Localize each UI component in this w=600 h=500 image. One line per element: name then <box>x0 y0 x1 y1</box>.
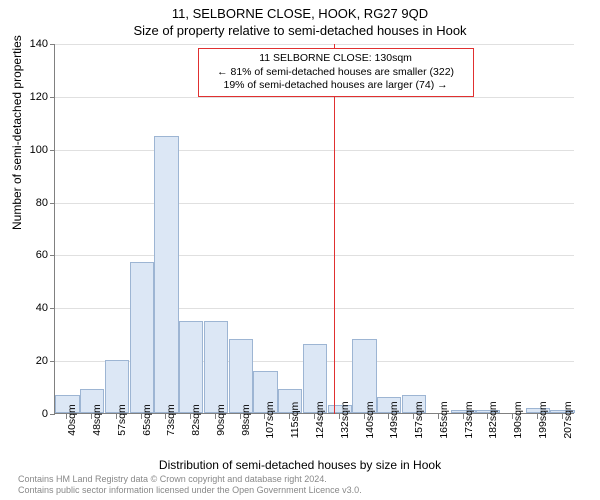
x-tick-label: 98sqm <box>240 404 252 436</box>
y-tick-mark <box>50 361 55 362</box>
y-tick-mark <box>50 97 55 98</box>
y-tick-label: 20 <box>18 355 48 367</box>
x-tick-label: 173sqm <box>463 401 475 438</box>
footnote-line1: Contains HM Land Registry data © Crown c… <box>18 474 362 485</box>
y-tick-mark <box>50 414 55 415</box>
histogram-bar <box>130 262 154 413</box>
y-tick-mark <box>50 308 55 309</box>
chart-area: 020406080100120140 40sqm48sqm57sqm65sqm7… <box>54 44 574 414</box>
histogram-bar <box>229 339 253 413</box>
x-tick-label: 165sqm <box>438 401 450 438</box>
page-title-address: 11, SELBORNE CLOSE, HOOK, RG27 9QD <box>0 0 600 21</box>
x-tick-label: 57sqm <box>116 404 128 436</box>
x-tick-label: 157sqm <box>413 401 425 438</box>
y-tick-label: 120 <box>18 91 48 103</box>
x-tick-label: 207sqm <box>562 401 574 438</box>
footnote-line2: Contains public sector information licen… <box>18 485 362 496</box>
y-tick-label: 60 <box>18 249 48 261</box>
callout-line1: 11 SELBORNE CLOSE: 130sqm <box>205 52 467 66</box>
x-tick-label: 48sqm <box>91 404 103 436</box>
y-tick-mark <box>50 44 55 45</box>
callout-line3: 19% of semi-detached houses are larger (… <box>205 79 467 93</box>
x-tick-label: 115sqm <box>289 402 301 439</box>
x-tick-label: 90sqm <box>215 404 227 436</box>
y-tick-label: 40 <box>18 302 48 314</box>
x-tick-label: 65sqm <box>141 404 153 436</box>
histogram-bar <box>179 321 203 414</box>
x-tick-label: 124sqm <box>314 401 326 438</box>
histogram-bar <box>204 321 228 414</box>
histogram-bar <box>154 136 178 414</box>
x-axis-label: Distribution of semi-detached houses by … <box>0 458 600 472</box>
marker-line <box>334 44 335 414</box>
x-tick-label: 182sqm <box>487 401 499 438</box>
x-tick-label: 73sqm <box>165 404 177 436</box>
x-tick-label: 199sqm <box>537 401 549 438</box>
y-tick-mark <box>50 255 55 256</box>
x-tick-label: 40sqm <box>66 404 78 436</box>
y-tick-mark <box>50 203 55 204</box>
callout-line2: ← 81% of semi-detached houses are smalle… <box>205 66 467 80</box>
x-tick-label: 107sqm <box>264 401 276 438</box>
footnote: Contains HM Land Registry data © Crown c… <box>18 474 362 496</box>
y-tick-label: 0 <box>18 408 48 420</box>
y-tick-label: 80 <box>18 197 48 209</box>
x-tick-label: 132sqm <box>339 401 351 438</box>
page-subtitle: Size of property relative to semi-detach… <box>0 21 600 38</box>
y-tick-label: 100 <box>18 144 48 156</box>
x-tick-label: 82sqm <box>190 404 202 436</box>
x-tick-label: 190sqm <box>512 401 524 438</box>
y-tick-mark <box>50 150 55 151</box>
marker-callout: 11 SELBORNE CLOSE: 130sqm← 81% of semi-d… <box>198 48 474 97</box>
x-tick-label: 149sqm <box>388 401 400 438</box>
y-tick-label: 140 <box>18 38 48 50</box>
x-tick-label: 140sqm <box>364 401 376 438</box>
histogram-plot <box>54 44 574 414</box>
